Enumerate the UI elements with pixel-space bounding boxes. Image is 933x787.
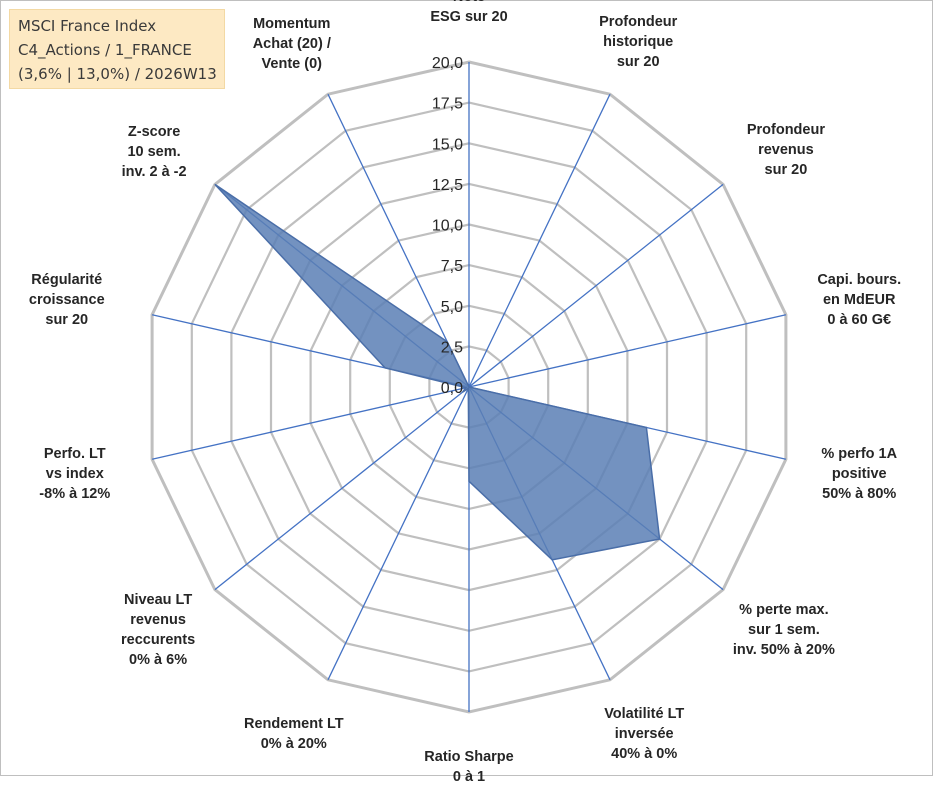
axis-spoke — [468, 183, 724, 388]
axis-label-line: Perfo. LT — [43, 445, 106, 462]
axis-label-line: en MdEUR — [822, 292, 896, 309]
axis-label: % perte max. sur 1 sem. inv. 50% à 20% — [733, 600, 835, 660]
axis-label-line: Z-score — [127, 123, 181, 140]
axis-label-line: revenus — [130, 612, 186, 629]
axis-label-line: Niveau LT — [123, 592, 193, 609]
axis-label: Capi. bours. en MdEUR 0 à 60 G€ — [817, 270, 901, 330]
axis-label-line: Profondeur — [746, 121, 825, 138]
axis-label-line: % perte max. — [739, 602, 829, 619]
axis-label: Momentum Achat (20) / Vente (0) — [253, 14, 331, 74]
axis-label: Perfo. LT vs index -8% à 12% — [39, 444, 110, 504]
tick-label: 5,0 — [441, 299, 463, 316]
title-line-index: MSCI France Index — [18, 17, 157, 35]
axis-label: Ratio Sharpe 0 à 1 — [424, 747, 513, 787]
axis-label-line: Capi. bours. — [817, 272, 902, 289]
axis-label-line: revenus — [758, 141, 814, 158]
axis-spoke — [151, 386, 470, 460]
tick-labels: 0,0 2,5 5,0 7,5 10,0 12,5 15,0 17,5 20,0 — [432, 55, 463, 397]
axis-label-line: Achat (20) / — [252, 35, 331, 52]
chart-title-box: MSCI France Index C4_Actions / 1_FRANCE … — [9, 9, 225, 89]
title-line-stats: (3,6% | 13,0%) / 2026W13 — [18, 65, 217, 83]
axis-label-line: ESG sur 20 — [430, 9, 508, 25]
axis-label-line: 10 sem. — [127, 143, 181, 160]
axis-spoke — [214, 386, 470, 591]
axis-label: Niveau LT revenus reccurents 0% à 6% — [121, 590, 195, 670]
axis-spoke — [327, 93, 470, 388]
axis-label-line: sur 1 sem. — [748, 622, 820, 639]
tick-label: 2,5 — [441, 339, 463, 356]
axis-label-line: 0 à 60 G€ — [827, 312, 892, 329]
tick-label: 17,5 — [432, 96, 463, 113]
tick-label: 0,0 — [441, 380, 463, 397]
axis-label-line: Rendement LT — [243, 716, 344, 733]
axis-label-line: Note — [430, 0, 507, 7]
axis-label: Régularité croissance sur 20 — [29, 270, 105, 330]
axis-label: Profondeur historique sur 20 — [599, 12, 677, 72]
axis-label-line: % perfo 1A — [821, 445, 898, 462]
axis-label-line: Volatilité LT — [604, 706, 685, 723]
axis-label-line: historique — [603, 33, 674, 50]
series-layer — [214, 183, 661, 561]
axis-label-line: inversée — [614, 726, 674, 743]
tick-label: 20,0 — [432, 55, 463, 72]
axis-label-line: Régularité — [31, 272, 103, 289]
tick-label: 15,0 — [432, 136, 463, 153]
axis-label-line: Momentum — [253, 15, 331, 32]
axis-label: Note ESG sur 20 — [430, 0, 507, 27]
axis-spoke — [327, 386, 470, 681]
axis-label-line: sur 20 — [45, 312, 89, 329]
axis-label-line: Profondeur — [599, 13, 678, 30]
axis-label-line: 40% à 0% — [611, 746, 678, 763]
axis-label-line: positive — [831, 465, 887, 482]
axis-label-line: Ratio Sharpe — [424, 749, 514, 765]
axis-label-line: -8% à 12% — [39, 485, 111, 502]
axis-label: Rendement LT 0% à 20% — [244, 714, 344, 754]
axis-label-line: inv. 2 à -2 — [121, 163, 187, 180]
title-line-category: C4_Actions / 1_FRANCE — [18, 41, 192, 59]
axis-label-line: 0% à 6% — [129, 652, 188, 669]
tick-label: 7,5 — [441, 258, 463, 275]
axis-label: Profondeur revenus sur 20 — [747, 120, 825, 180]
axis-label-line: sur 20 — [764, 161, 808, 178]
axis-label-line: vs index — [45, 465, 104, 482]
axis-label: % perfo 1A positive 50% à 80% — [821, 444, 897, 504]
axis-label: Z-score 10 sem. inv. 2 à -2 — [122, 122, 187, 182]
axis-label-line: Vente (0) — [261, 55, 322, 72]
axis-label-line: 0 à 1 — [452, 769, 486, 785]
axis-label: Volatilité LT inversée 40% à 0% — [604, 704, 684, 764]
axis-label-line: 50% à 80% — [822, 485, 897, 502]
tick-label: 12,5 — [432, 177, 463, 194]
axis-spoke — [468, 93, 611, 388]
axis-spoke — [468, 314, 787, 388]
tick-label: 10,0 — [432, 218, 463, 235]
axis-label-line: croissance — [28, 292, 105, 309]
axis-label-line: 0% à 20% — [260, 736, 327, 753]
axis-label-line: inv. 50% à 20% — [732, 642, 835, 659]
series-area — [214, 183, 661, 561]
axis-label-line: sur 20 — [616, 53, 660, 70]
axis-label-line: reccurents — [121, 632, 196, 649]
